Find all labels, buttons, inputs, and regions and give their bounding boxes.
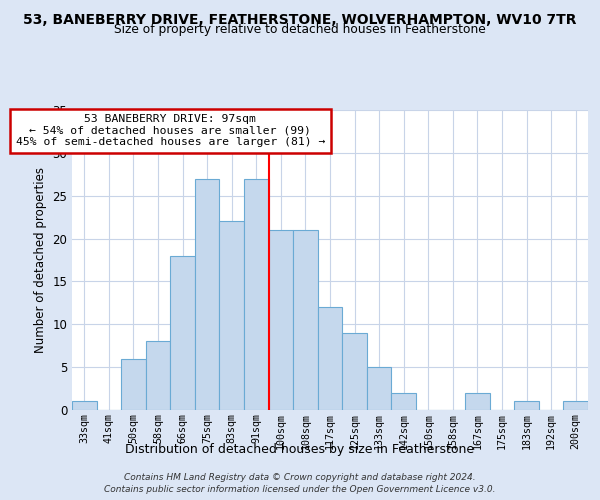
- Bar: [318, 307, 342, 410]
- Bar: [514, 402, 539, 410]
- Bar: [465, 393, 490, 410]
- Bar: [220, 222, 244, 410]
- Y-axis label: Number of detached properties: Number of detached properties: [34, 167, 47, 353]
- Bar: [121, 358, 146, 410]
- Text: Size of property relative to detached houses in Featherstone: Size of property relative to detached ho…: [114, 24, 486, 36]
- Text: 53 BANEBERRY DRIVE: 97sqm
← 54% of detached houses are smaller (99)
45% of semi-: 53 BANEBERRY DRIVE: 97sqm ← 54% of detac…: [16, 114, 325, 148]
- Bar: [72, 402, 97, 410]
- Bar: [195, 178, 220, 410]
- Text: Contains HM Land Registry data © Crown copyright and database right 2024.: Contains HM Land Registry data © Crown c…: [124, 473, 476, 482]
- Bar: [391, 393, 416, 410]
- Text: Distribution of detached houses by size in Featherstone: Distribution of detached houses by size …: [125, 444, 475, 456]
- Text: 53, BANEBERRY DRIVE, FEATHERSTONE, WOLVERHAMPTON, WV10 7TR: 53, BANEBERRY DRIVE, FEATHERSTONE, WOLVE…: [23, 12, 577, 26]
- Bar: [146, 342, 170, 410]
- Text: Contains public sector information licensed under the Open Government Licence v3: Contains public sector information licen…: [104, 484, 496, 494]
- Bar: [170, 256, 195, 410]
- Bar: [269, 230, 293, 410]
- Bar: [367, 367, 391, 410]
- Bar: [342, 333, 367, 410]
- Bar: [244, 178, 269, 410]
- Bar: [563, 402, 588, 410]
- Bar: [293, 230, 318, 410]
